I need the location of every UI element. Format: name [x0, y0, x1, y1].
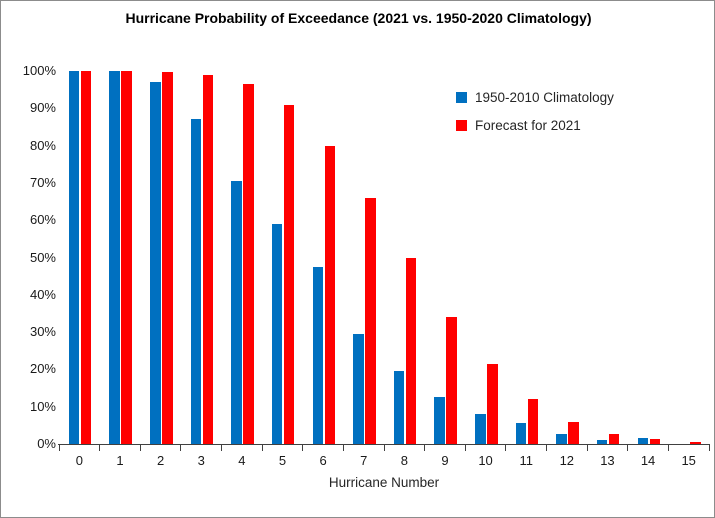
- x-axis-tick: [180, 445, 182, 451]
- x-axis-tick: [261, 445, 263, 451]
- y-axis-tick-label: 20%: [29, 361, 56, 377]
- bar-forecast-2: [162, 71, 173, 444]
- x-axis-tick-label: 2: [156, 453, 165, 468]
- bar-forecast-1: [121, 71, 132, 444]
- bar-forecast-0: [80, 71, 92, 444]
- bar-climatology-10: [475, 414, 486, 444]
- bar-climatology-3: [190, 119, 202, 444]
- x-axis-tick: [505, 445, 507, 451]
- bar-climatology-11: [515, 423, 527, 444]
- x-axis-title: Hurricane Number: [328, 475, 440, 490]
- y-axis-tick-label: 40%: [29, 286, 56, 302]
- x-axis-tick-label: 15: [681, 453, 696, 468]
- y-axis-tick-label: 10%: [29, 398, 56, 414]
- bar-forecast-13: [608, 433, 620, 444]
- bar-forecast-6: [324, 145, 336, 444]
- x-axis-tick: [383, 445, 385, 451]
- x-axis-tick-label: 7: [360, 453, 368, 468]
- bar-climatology-4: [231, 181, 242, 444]
- bar-forecast-15: [690, 441, 701, 444]
- x-axis-tick: [627, 445, 629, 451]
- bar-forecast-5: [283, 104, 295, 444]
- bar-climatology-8: [393, 371, 405, 444]
- x-axis-tick: [708, 445, 710, 451]
- bar-forecast-9: [446, 317, 457, 444]
- x-axis-tick-label: 9: [441, 453, 449, 468]
- bar-forecast-3: [202, 74, 214, 444]
- chart-title: Hurricane Probability of Exceedance (202…: [125, 10, 592, 26]
- x-axis-line: [58, 444, 710, 445]
- x-axis-tick: [221, 445, 222, 451]
- y-axis-tick-label: 70%: [29, 174, 56, 190]
- x-axis-tick-label: 1: [116, 453, 124, 468]
- legend-entry-climatology: 1950-2010 Climatology: [456, 89, 614, 106]
- x-axis-tick: [546, 445, 547, 451]
- x-axis-tick: [424, 445, 426, 451]
- bar-climatology-2: [150, 82, 161, 444]
- bar-climatology-12: [556, 433, 567, 444]
- x-axis-tick: [139, 445, 141, 451]
- bar-forecast-7: [365, 197, 376, 444]
- y-axis-tick-label: 50%: [29, 249, 56, 265]
- x-axis-tick: [342, 445, 344, 451]
- y-axis-tick-label: 100%: [22, 63, 56, 78]
- x-axis-tick-label: 0: [75, 453, 83, 468]
- x-axis-tick-label: 12: [559, 453, 575, 468]
- y-axis-tick-label: 0%: [37, 436, 56, 451]
- legend-label-climatology: 1950-2010 Climatology: [475, 90, 614, 105]
- y-axis-tick-label: 60%: [29, 212, 56, 228]
- bar-climatology-5: [271, 223, 283, 444]
- x-axis-tick: [464, 445, 466, 451]
- bar-forecast-11: [527, 399, 539, 444]
- x-axis-tick: [302, 445, 304, 451]
- bar-climatology-0: [68, 71, 80, 444]
- x-axis-tick-label: 4: [238, 453, 246, 468]
- bar-forecast-14: [649, 438, 661, 444]
- x-axis-tick: [586, 445, 588, 451]
- bar-climatology-1: [109, 71, 120, 444]
- x-axis-tick-label: 11: [519, 453, 533, 468]
- bar-climatology-7: [353, 333, 364, 444]
- y-axis-tick-label: 80%: [29, 137, 56, 153]
- bar-climatology-9: [434, 397, 445, 444]
- legend-label-forecast: Forecast for 2021: [475, 118, 581, 133]
- x-axis-tick-label: 6: [319, 453, 327, 468]
- x-axis-tick-label: 13: [600, 453, 615, 468]
- bar-forecast-12: [568, 421, 579, 444]
- y-axis-tick-label: 90%: [29, 100, 56, 116]
- x-axis-tick: [667, 445, 669, 451]
- x-axis-tick-label: 8: [400, 453, 408, 468]
- bar-climatology-13: [596, 439, 608, 444]
- legend-entry-forecast: Forecast for 2021: [456, 117, 614, 134]
- x-axis-tick: [99, 445, 101, 451]
- x-axis-tick-label: 3: [197, 453, 205, 468]
- bar-climatology-14: [637, 438, 649, 444]
- bar-forecast-4: [243, 84, 254, 444]
- x-axis-tick-label: 14: [640, 453, 656, 468]
- x-axis-tick-label: 10: [478, 453, 493, 468]
- legend-swatch-forecast-icon: [456, 120, 467, 131]
- bar-climatology-6: [312, 266, 324, 444]
- bar-forecast-10: [487, 363, 498, 444]
- legend: 1950-2010 Climatology Forecast for 2021: [456, 89, 614, 145]
- x-axis-tick-label: 5: [278, 453, 287, 468]
- x-axis-tick: [58, 445, 60, 451]
- bar-forecast-8: [405, 257, 417, 444]
- y-axis-tick-label: 30%: [29, 324, 56, 340]
- legend-swatch-climatology-icon: [456, 92, 467, 103]
